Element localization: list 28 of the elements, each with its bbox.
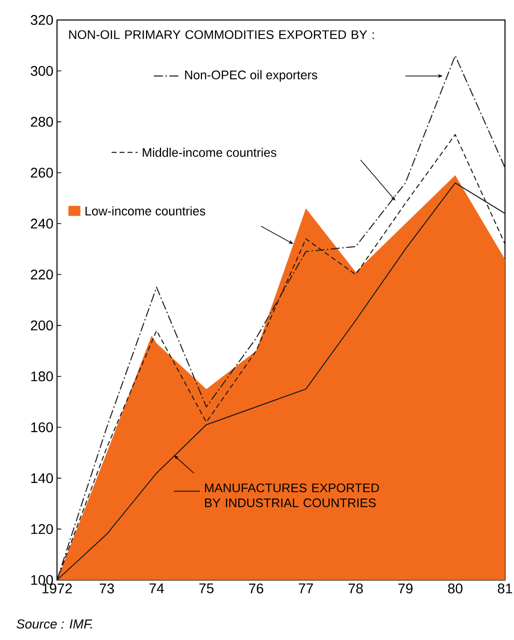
y-tick-label: 320 [30,15,53,25]
legend-label: Middle-income countries [142,148,276,157]
x-tick-label: 78 [348,584,363,594]
x-tick-label: 81 [498,584,512,594]
source-note: Source : IMF. [16,619,92,629]
legend-label: Non-OPEC oil exporters [185,70,318,82]
y-tick-label: 300 [30,66,53,76]
y-tick-label: 240 [30,218,53,229]
y-tick-label: 140 [31,473,53,484]
legend-label: MANUFACTURES EXPORTED BY INDUSTRIAL COUNTRIES [205,483,379,508]
annotation: NON-OIL PRIMARY COMMODITIES EXPORTED BY : [69,30,374,40]
y-tick-label: 200 [30,320,53,330]
y-tick-label: 100 [31,575,53,585]
x-tick-label: 75 [199,584,214,594]
y-tick-label: 160 [31,422,53,432]
x-tick-label: 73 [100,584,114,594]
y-tick-label: 180 [31,371,53,382]
y-tick-label: 120 [31,524,53,534]
y-tick-label: 220 [30,270,53,280]
x-tick-label: 79 [398,584,413,594]
x-tick-label: 80 [448,584,462,594]
x-tick-label: 1972 [42,584,72,594]
x-tick-label: 74 [150,584,164,594]
x-tick-label: 77 [298,584,313,594]
y-tick-label: 260 [30,168,53,178]
y-tick-label: 280 [30,116,53,127]
legend-label: Low-income countries [86,206,206,216]
x-tick-label: 76 [249,584,264,594]
